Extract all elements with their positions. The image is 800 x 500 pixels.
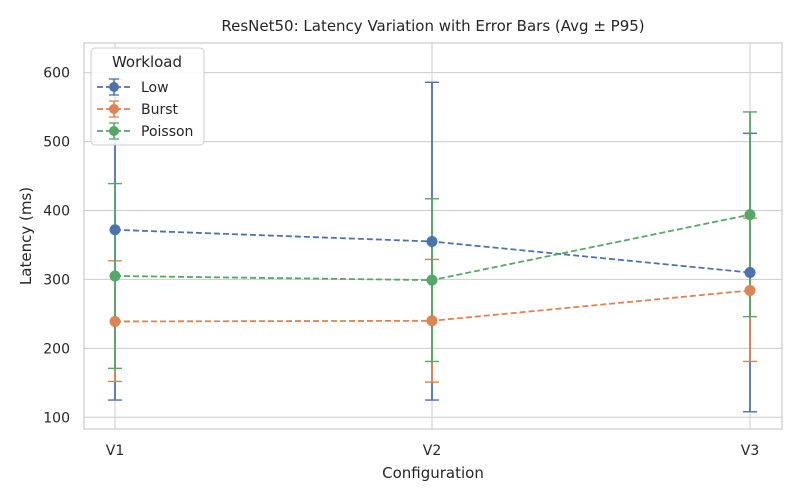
data-point-low: [426, 236, 438, 248]
data-points: [109, 209, 756, 327]
y-tick-label: 400: [43, 203, 70, 219]
legend-marker-burst: [109, 104, 119, 114]
legend-label-poisson: Poisson: [141, 124, 193, 140]
data-point-poisson: [109, 270, 121, 282]
legend-marker-poisson: [109, 126, 119, 136]
chart-title: ResNet50: Latency Variation with Error B…: [221, 17, 644, 35]
y-tick-labels: 100 200 300 400 500 600: [43, 66, 70, 427]
data-point-burst: [426, 315, 438, 327]
x-tick-label: V3: [741, 443, 759, 459]
legend-item-low: Low: [97, 78, 169, 96]
y-tick-label: 300: [43, 272, 70, 288]
data-point-poisson: [426, 274, 438, 286]
data-point-low: [109, 224, 121, 236]
legend-item-poisson: Poisson: [97, 122, 193, 140]
x-axis-title: Configuration: [382, 464, 484, 482]
data-point-burst: [744, 284, 756, 296]
legend-box: [90, 47, 205, 146]
legend-label-burst: Burst: [141, 102, 179, 118]
x-tick-label: V1: [106, 443, 124, 459]
data-point-low: [744, 267, 756, 279]
legend-title: Workload: [112, 53, 182, 71]
legend: Workload Low Burst Poisson: [90, 47, 205, 146]
y-axis-title: Latency (ms): [17, 187, 35, 285]
data-point-burst: [109, 315, 121, 327]
y-tick-label: 100: [43, 410, 70, 426]
y-tick-label: 600: [43, 66, 70, 82]
data-point-poisson: [744, 209, 756, 221]
plot-frame: [83, 42, 783, 430]
legend-label-low: Low: [141, 80, 169, 96]
x-tick-label: V2: [423, 443, 441, 459]
legend-items: Low Burst Poisson: [97, 78, 193, 140]
y-tick-label: 200: [43, 341, 70, 357]
legend-item-burst: Burst: [97, 100, 179, 118]
x-tick-labels: V1 V2 V3: [106, 443, 759, 459]
y-tick-label: 500: [43, 135, 70, 151]
legend-marker-low: [109, 82, 119, 92]
